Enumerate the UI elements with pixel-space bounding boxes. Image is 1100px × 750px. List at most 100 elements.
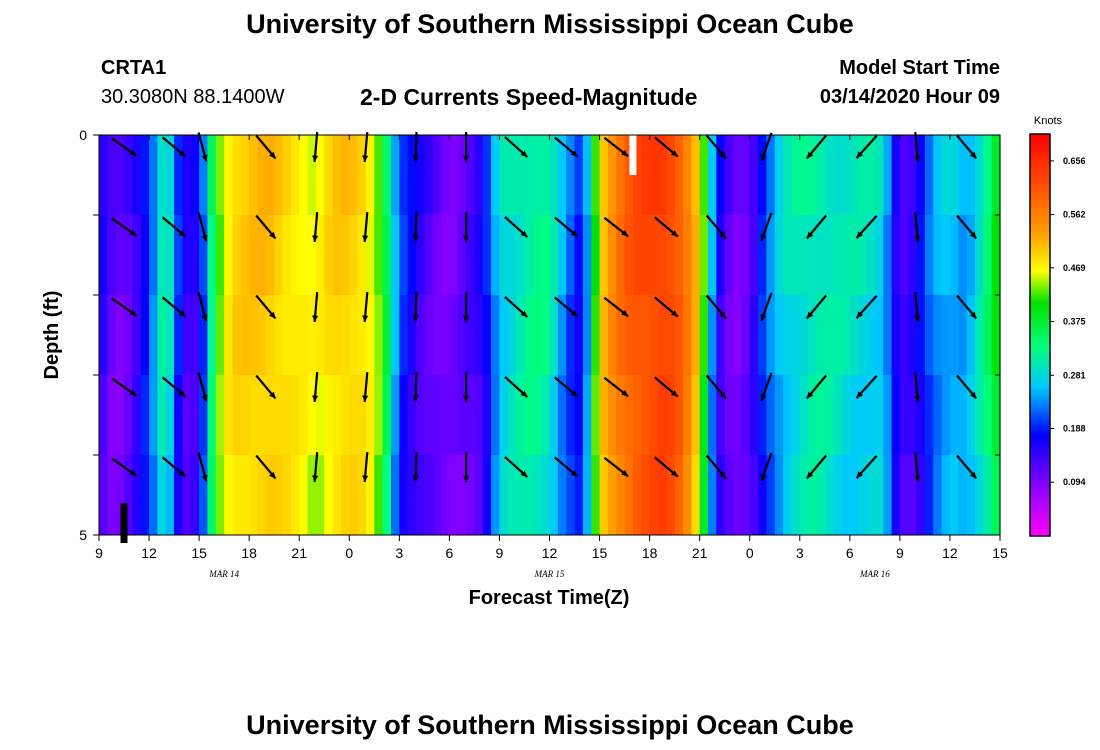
vector-head: [201, 234, 208, 242]
vector-head: [269, 311, 276, 319]
heat-cell: [933, 375, 943, 456]
heat-cell: [374, 295, 384, 376]
heat-cell: [165, 375, 175, 456]
vector-head: [856, 391, 863, 399]
heat-cell: [424, 375, 434, 456]
heat-cell: [390, 215, 400, 296]
heat-cell: [858, 455, 868, 536]
heat-cell: [157, 455, 167, 536]
page-title: University of Southern Mississippi Ocean…: [246, 9, 854, 39]
heat-cell: [157, 295, 167, 376]
vector-head: [621, 310, 629, 317]
current-vector: [956, 134, 978, 160]
heat-cell: [507, 215, 517, 296]
vector-head: [806, 391, 814, 399]
colorbar-tick-label: 0.469: [1063, 263, 1086, 273]
heat-cell: [507, 295, 517, 376]
vector-head: [856, 231, 863, 239]
heat-cell: [349, 375, 359, 456]
vector-head: [412, 155, 419, 162]
current-vector: [553, 376, 579, 398]
heat-cell: [816, 135, 826, 216]
heat-cell: [357, 215, 367, 296]
heat-cell: [466, 215, 476, 296]
vector-head: [520, 150, 528, 157]
current-vector: [463, 372, 470, 402]
heat-cell: [491, 135, 501, 216]
heat-cell: [966, 215, 976, 296]
heat-cell: [124, 215, 133, 296]
heat-cell: [416, 455, 425, 536]
heat-cell: [249, 135, 259, 216]
heat-cell: [974, 135, 984, 216]
heat-cell: [232, 295, 242, 376]
x-tick-label: 9: [896, 545, 904, 561]
heat-cell: [883, 295, 893, 376]
vector-head: [760, 474, 767, 482]
heat-cell: [441, 295, 450, 376]
heat-cell: [474, 375, 484, 456]
heat-cell: [866, 215, 876, 296]
vector-head: [362, 395, 369, 402]
heat-cell: [107, 375, 117, 456]
vector-head: [178, 230, 186, 237]
heat-cell: [507, 455, 517, 536]
heat-cell: [232, 455, 242, 536]
heat-cell: [808, 295, 818, 376]
current-vector: [362, 452, 369, 482]
vector-head: [412, 395, 419, 402]
heat-cell: [516, 215, 526, 296]
current-vector: [504, 376, 529, 398]
current-vector: [956, 214, 978, 240]
heat-cell: [224, 375, 234, 456]
heat-cell: [724, 135, 734, 216]
x-tick-label: 3: [395, 545, 403, 561]
heat-cell: [224, 215, 234, 296]
heat-cell: [274, 375, 284, 456]
heat-cell: [791, 295, 801, 376]
heat-cell: [774, 375, 784, 456]
heat-cell: [699, 375, 709, 456]
heat-cell: [708, 455, 717, 536]
vector-head: [463, 475, 470, 482]
heat-cell: [858, 215, 868, 296]
heat-cell: [799, 455, 809, 536]
heat-cell: [457, 455, 467, 536]
x-tick-label: 0: [746, 545, 754, 561]
x-tick-label: 9: [95, 545, 103, 561]
heat-cell: [499, 135, 509, 216]
heat-cell: [958, 455, 968, 536]
heat-cell: [858, 375, 868, 456]
heat-cell: [115, 375, 125, 456]
current-vector: [197, 132, 208, 162]
heat-cell: [574, 215, 584, 296]
current-vector: [805, 134, 827, 160]
heat-cell: [891, 215, 901, 296]
heat-cell: [749, 215, 759, 296]
vector-head: [969, 391, 977, 399]
heat-cell: [941, 215, 951, 296]
heat-cell: [958, 375, 968, 456]
heat-cell: [758, 375, 767, 456]
heat-cell: [824, 295, 834, 376]
x-tick-label: 15: [191, 545, 207, 561]
heat-cell: [482, 135, 492, 216]
heat-cell: [274, 215, 284, 296]
heat-cell: [290, 215, 300, 296]
heat-cell: [774, 455, 784, 536]
heat-cell: [949, 375, 959, 456]
heat-cell: [232, 135, 242, 216]
heat-cell: [357, 375, 367, 456]
heat-cell: [733, 295, 742, 376]
vector-head: [969, 311, 977, 319]
heat-cell: [891, 455, 901, 536]
current-vector: [197, 372, 208, 402]
heat-cell: [382, 375, 392, 456]
heat-cell: [741, 455, 751, 536]
heat-cell: [190, 295, 200, 376]
heat-cell: [240, 455, 250, 536]
heat-cell: [491, 455, 501, 536]
heat-cell: [699, 135, 709, 216]
heat-cell: [507, 375, 517, 456]
heat-cell: [307, 215, 317, 296]
